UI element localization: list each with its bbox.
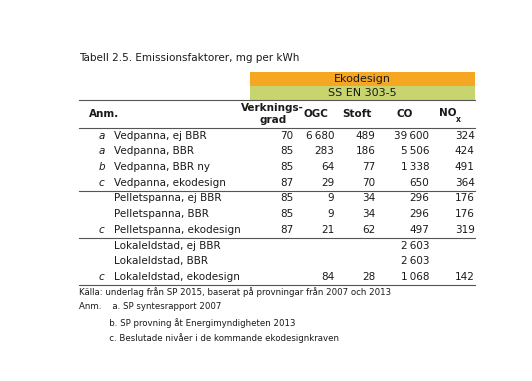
Text: 28: 28 xyxy=(362,272,376,282)
Text: 296: 296 xyxy=(410,209,429,219)
Text: 34: 34 xyxy=(362,209,376,219)
Text: Tabell 2.5. Emissionsfaktorer, mg per kWh: Tabell 2.5. Emissionsfaktorer, mg per kW… xyxy=(79,53,299,63)
Text: 70: 70 xyxy=(280,131,293,141)
Text: 85: 85 xyxy=(280,209,293,219)
Text: 5 506: 5 506 xyxy=(401,146,429,157)
Text: 186: 186 xyxy=(356,146,376,157)
Text: c: c xyxy=(98,272,104,282)
Text: 491: 491 xyxy=(455,162,475,172)
Text: 9: 9 xyxy=(328,209,335,219)
Bar xyxy=(250,86,475,100)
Text: CO: CO xyxy=(396,109,413,119)
Text: Anm.    a. SP syntesrapport 2007: Anm. a. SP syntesrapport 2007 xyxy=(79,303,221,311)
Text: OGC: OGC xyxy=(303,109,328,119)
Text: Ekodesign: Ekodesign xyxy=(334,74,391,84)
Text: Lokaleldstad, ekodesign: Lokaleldstad, ekodesign xyxy=(114,272,240,282)
Text: 34: 34 xyxy=(362,194,376,203)
Text: c: c xyxy=(98,178,104,188)
Text: 87: 87 xyxy=(280,225,293,235)
Text: Vedpanna, ej BBR: Vedpanna, ej BBR xyxy=(114,131,206,141)
Text: 424: 424 xyxy=(455,146,475,157)
Text: 1 068: 1 068 xyxy=(401,272,429,282)
Text: 296: 296 xyxy=(410,194,429,203)
Text: 1 338: 1 338 xyxy=(401,162,429,172)
Text: Stoft: Stoft xyxy=(343,109,372,119)
Text: 650: 650 xyxy=(410,178,429,188)
Text: 142: 142 xyxy=(455,272,475,282)
Text: 87: 87 xyxy=(280,178,293,188)
Text: 85: 85 xyxy=(280,146,293,157)
Text: 176: 176 xyxy=(455,194,475,203)
Text: b: b xyxy=(98,162,105,172)
Text: 2 603: 2 603 xyxy=(401,240,429,251)
Text: Källa: underlag från SP 2015, baserat på provningar från 2007 och 2013: Källa: underlag från SP 2015, baserat på… xyxy=(79,287,391,297)
Text: 29: 29 xyxy=(321,178,335,188)
Text: Verknings-
grad: Verknings- grad xyxy=(241,103,304,125)
Text: Vedpanna, BBR ny: Vedpanna, BBR ny xyxy=(114,162,210,172)
Text: Pelletspanna, ekodesign: Pelletspanna, ekodesign xyxy=(114,225,240,235)
Text: Pelletspanna, BBR: Pelletspanna, BBR xyxy=(114,209,209,219)
Text: c. Beslutade nivåer i de kommande ekodesignkraven: c. Beslutade nivåer i de kommande ekodes… xyxy=(79,333,339,343)
Text: b. SP provning åt Energimyndigheten 2013: b. SP provning åt Energimyndigheten 2013 xyxy=(79,318,295,328)
Text: 364: 364 xyxy=(455,178,475,188)
Text: Lokaleldstad, ej BBR: Lokaleldstad, ej BBR xyxy=(114,240,221,251)
Text: 21: 21 xyxy=(321,225,335,235)
Text: 324: 324 xyxy=(455,131,475,141)
Text: 489: 489 xyxy=(356,131,376,141)
Text: x: x xyxy=(456,115,461,124)
Text: a: a xyxy=(98,131,105,141)
Text: SS EN 303-5: SS EN 303-5 xyxy=(328,88,397,98)
Text: 85: 85 xyxy=(280,194,293,203)
Text: 9: 9 xyxy=(328,194,335,203)
Text: 176: 176 xyxy=(455,209,475,219)
Text: 2 603: 2 603 xyxy=(401,256,429,266)
Text: 319: 319 xyxy=(455,225,475,235)
Text: 6 680: 6 680 xyxy=(306,131,335,141)
Text: a: a xyxy=(98,146,105,157)
Text: 84: 84 xyxy=(321,272,335,282)
Text: 283: 283 xyxy=(314,146,335,157)
Text: 70: 70 xyxy=(363,178,376,188)
Text: Vedpanna, BBR: Vedpanna, BBR xyxy=(114,146,194,157)
Text: Vedpanna, ekodesign: Vedpanna, ekodesign xyxy=(114,178,226,188)
Text: NO: NO xyxy=(438,107,456,118)
Text: Anm.: Anm. xyxy=(89,109,119,119)
Text: Pelletspanna, ej BBR: Pelletspanna, ej BBR xyxy=(114,194,221,203)
Text: 39 600: 39 600 xyxy=(394,131,429,141)
Text: 62: 62 xyxy=(362,225,376,235)
Text: 85: 85 xyxy=(280,162,293,172)
Bar xyxy=(250,72,475,86)
Text: 77: 77 xyxy=(362,162,376,172)
Text: 64: 64 xyxy=(321,162,335,172)
Text: c: c xyxy=(98,225,104,235)
Text: 497: 497 xyxy=(410,225,429,235)
Text: Lokaleldstad, BBR: Lokaleldstad, BBR xyxy=(114,256,208,266)
